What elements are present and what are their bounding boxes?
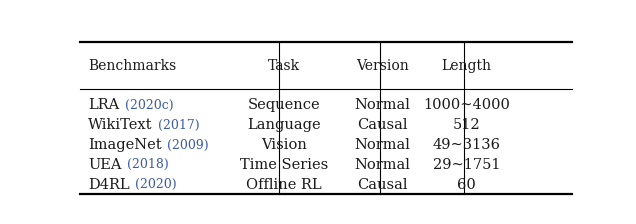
Text: Task: Task <box>268 59 300 73</box>
Text: LRA: LRA <box>88 98 120 112</box>
Text: Version: Version <box>356 59 409 73</box>
Text: UEA: UEA <box>88 158 122 172</box>
Text: Causal: Causal <box>357 118 408 132</box>
Text: Sequence: Sequence <box>248 98 321 112</box>
Text: Vision: Vision <box>261 138 307 152</box>
Text: (2017): (2017) <box>158 119 200 132</box>
Text: 49∼3136: 49∼3136 <box>432 138 501 152</box>
Text: Length: Length <box>441 59 492 73</box>
Text: 512: 512 <box>453 118 480 132</box>
Text: Normal: Normal <box>355 158 411 172</box>
Text: (2009): (2009) <box>167 138 209 151</box>
Text: Offline RL: Offline RL <box>246 178 322 192</box>
Text: Language: Language <box>247 118 321 132</box>
Text: Normal: Normal <box>355 138 411 152</box>
Text: Benchmarks: Benchmarks <box>88 59 177 73</box>
Text: (2020c): (2020c) <box>125 99 173 112</box>
Text: ImageNet: ImageNet <box>88 138 162 152</box>
Text: 60: 60 <box>457 178 476 192</box>
Text: Causal: Causal <box>357 178 408 192</box>
Text: D4RL: D4RL <box>88 178 130 192</box>
Text: 29∼1751: 29∼1751 <box>432 158 500 172</box>
Text: WikiText: WikiText <box>88 118 153 132</box>
Text: (2020): (2020) <box>135 178 177 191</box>
Text: 1000∼4000: 1000∼4000 <box>423 98 510 112</box>
Text: Normal: Normal <box>355 98 411 112</box>
Text: (2018): (2018) <box>127 158 169 171</box>
Text: Time Series: Time Series <box>240 158 328 172</box>
